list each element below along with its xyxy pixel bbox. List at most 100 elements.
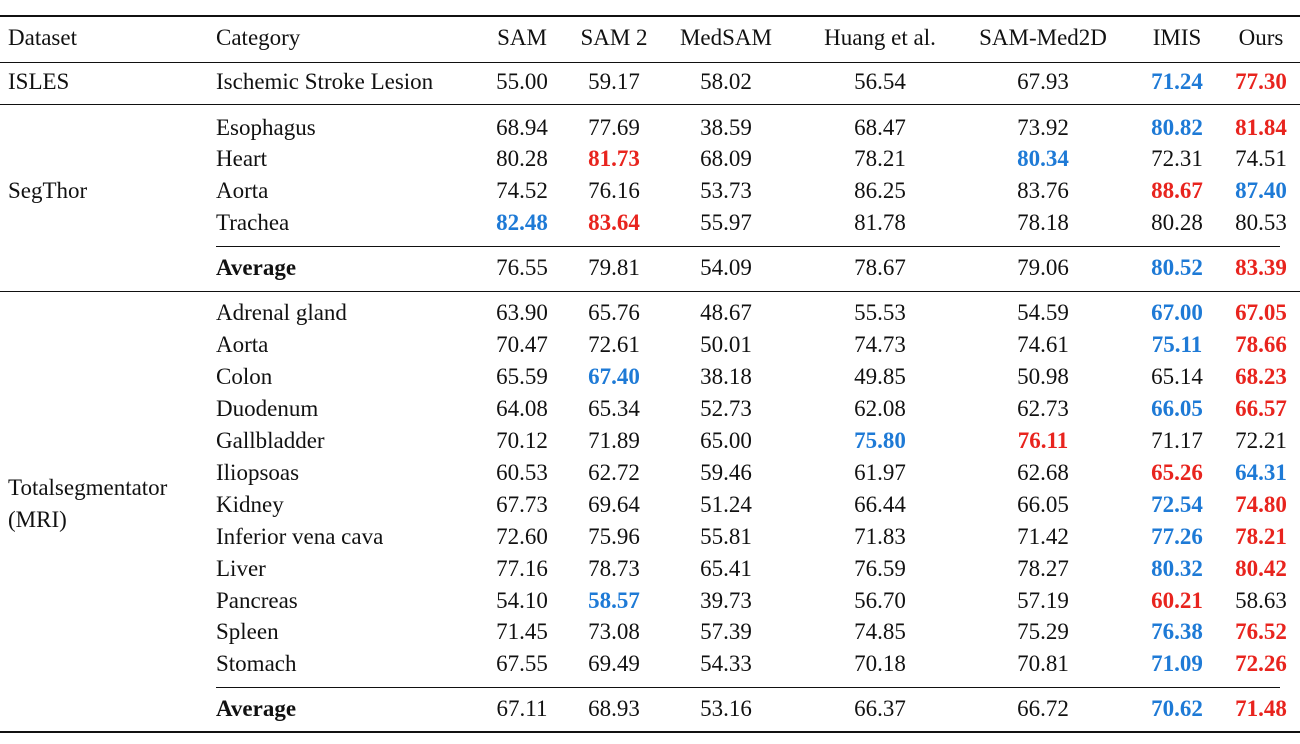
table-row-category: Gallbladder: [216, 428, 325, 453]
table-row-value: 87.40: [1235, 178, 1287, 203]
table-row-value: 78.73: [588, 556, 640, 581]
table-row-value: 76.59: [854, 556, 906, 581]
average-row-value: 70.62: [1151, 696, 1203, 721]
table-row-value: 80.53: [1235, 210, 1287, 235]
table-row-value: 70.18: [854, 651, 906, 676]
table-row-value: 51.24: [700, 492, 752, 517]
table-row-value: 78.21: [1235, 524, 1287, 549]
header-rule: [0, 62, 1300, 63]
header-sam-med2d: SAM-Med2D: [979, 25, 1107, 50]
table-row-value: 80.32: [1151, 556, 1203, 581]
table-row-value: 56.54: [854, 69, 906, 94]
table-row-value: 55.00: [496, 69, 548, 94]
table-row-value: 71.42: [1017, 524, 1069, 549]
dataset-name: (MRI): [8, 507, 67, 532]
table-row-value: 55.97: [700, 210, 752, 235]
table-row-value: 72.60: [496, 524, 548, 549]
table-row-value: 55.53: [854, 300, 906, 325]
table-row-value: 73.08: [588, 619, 640, 644]
table-row-value: 71.09: [1151, 651, 1203, 676]
header-medsam: MedSAM: [679, 25, 772, 50]
table-row-category: Liver: [216, 556, 266, 581]
table-row-value: 54.59: [1017, 300, 1069, 325]
table-row-value: 72.54: [1151, 492, 1203, 517]
table-row-value: 78.18: [1017, 210, 1069, 235]
table-row-value: 70.47: [496, 332, 548, 357]
average-row-value: 66.72: [1017, 696, 1069, 721]
table-row-category: Inferior vena cava: [216, 524, 384, 549]
table-row-value: 67.93: [1017, 69, 1069, 94]
average-row-value: 80.52: [1151, 255, 1203, 280]
average-row-category: Average: [216, 255, 297, 280]
table-row-value: 64.08: [496, 396, 548, 421]
table-row-value: 65.76: [588, 300, 640, 325]
table-row-category: Adrenal gland: [216, 300, 347, 325]
table-row-value: 75.96: [588, 524, 640, 549]
table-row-value: 71.89: [588, 428, 640, 453]
average-row-value: 78.67: [854, 255, 906, 280]
table-row-value: 58.57: [588, 588, 640, 613]
table-row-value: 65.41: [700, 556, 752, 581]
table-row-value: 76.52: [1235, 619, 1287, 644]
table-row-value: 78.66: [1235, 332, 1287, 357]
table-row-value: 65.00: [700, 428, 752, 453]
table-row-value: 54.33: [700, 651, 752, 676]
table-row-value: 75.29: [1017, 619, 1069, 644]
table-row-value: 60.53: [496, 460, 548, 485]
table-row-value: 77.16: [496, 556, 548, 581]
average-row-value: 71.48: [1235, 696, 1287, 721]
table-row-value: 81.84: [1235, 115, 1287, 140]
table-row-value: 59.46: [700, 460, 752, 485]
table-row-value: 68.09: [700, 146, 752, 171]
table-row-value: 77.30: [1235, 69, 1287, 94]
table-row-value: 66.57: [1235, 396, 1287, 421]
table-row-value: 77.26: [1151, 524, 1203, 549]
table-row-value: 72.26: [1235, 651, 1287, 676]
table-row-value: 68.94: [496, 115, 548, 140]
table-row-value: 80.28: [496, 146, 548, 171]
average-rule: [216, 687, 1280, 688]
table-row-value: 72.61: [588, 332, 640, 357]
table-row-value: 50.98: [1017, 364, 1069, 389]
table-row-value: 62.73: [1017, 396, 1069, 421]
table-row-value: 57.39: [700, 619, 752, 644]
table-row-value: 53.73: [700, 178, 752, 203]
table-row-category: Pancreas: [216, 588, 298, 613]
average-row-value: 83.39: [1235, 255, 1287, 280]
table-row-value: 75.11: [1151, 332, 1203, 357]
header-imis: IMIS: [1152, 25, 1202, 50]
table-row-value: 71.17: [1151, 428, 1203, 453]
table-row-value: 88.67: [1151, 178, 1203, 203]
table-row-value: 50.01: [700, 332, 752, 357]
table-row-value: 67.73: [496, 492, 548, 517]
group-rule: [0, 291, 1300, 292]
table-row-value: 82.48: [496, 210, 548, 235]
table-row-value: 68.47: [854, 115, 906, 140]
table-row-value: 81.73: [588, 146, 640, 171]
table-row-value: 48.67: [700, 300, 752, 325]
table-row-value: 76.11: [1017, 428, 1069, 453]
table-row-value: 73.92: [1017, 115, 1069, 140]
table-row-category: Esophagus: [216, 115, 316, 140]
table-row-category: Iliopsoas: [216, 460, 300, 485]
table-row-value: 77.69: [588, 115, 640, 140]
table-row-value: 70.81: [1017, 651, 1069, 676]
table-row-value: 80.28: [1151, 210, 1203, 235]
header-category: Category: [216, 25, 301, 50]
table-row-value: 54.10: [496, 588, 548, 613]
table-row-value: 68.23: [1235, 364, 1287, 389]
table-row-value: 71.24: [1151, 69, 1203, 94]
table-row-value: 75.80: [854, 428, 906, 453]
table-row-category: Aorta: [216, 332, 269, 357]
table-row-value: 83.64: [588, 210, 640, 235]
table-row-value: 61.97: [854, 460, 906, 485]
table-row-value: 80.42: [1235, 556, 1287, 581]
average-rule: [216, 246, 1280, 247]
table-row-category: Kidney: [216, 492, 284, 517]
table-row-value: 69.49: [588, 651, 640, 676]
table-row-value: 70.12: [496, 428, 548, 453]
table-row-value: 65.26: [1151, 460, 1203, 485]
table-row-value: 74.52: [496, 178, 548, 203]
table-row-value: 49.85: [854, 364, 906, 389]
